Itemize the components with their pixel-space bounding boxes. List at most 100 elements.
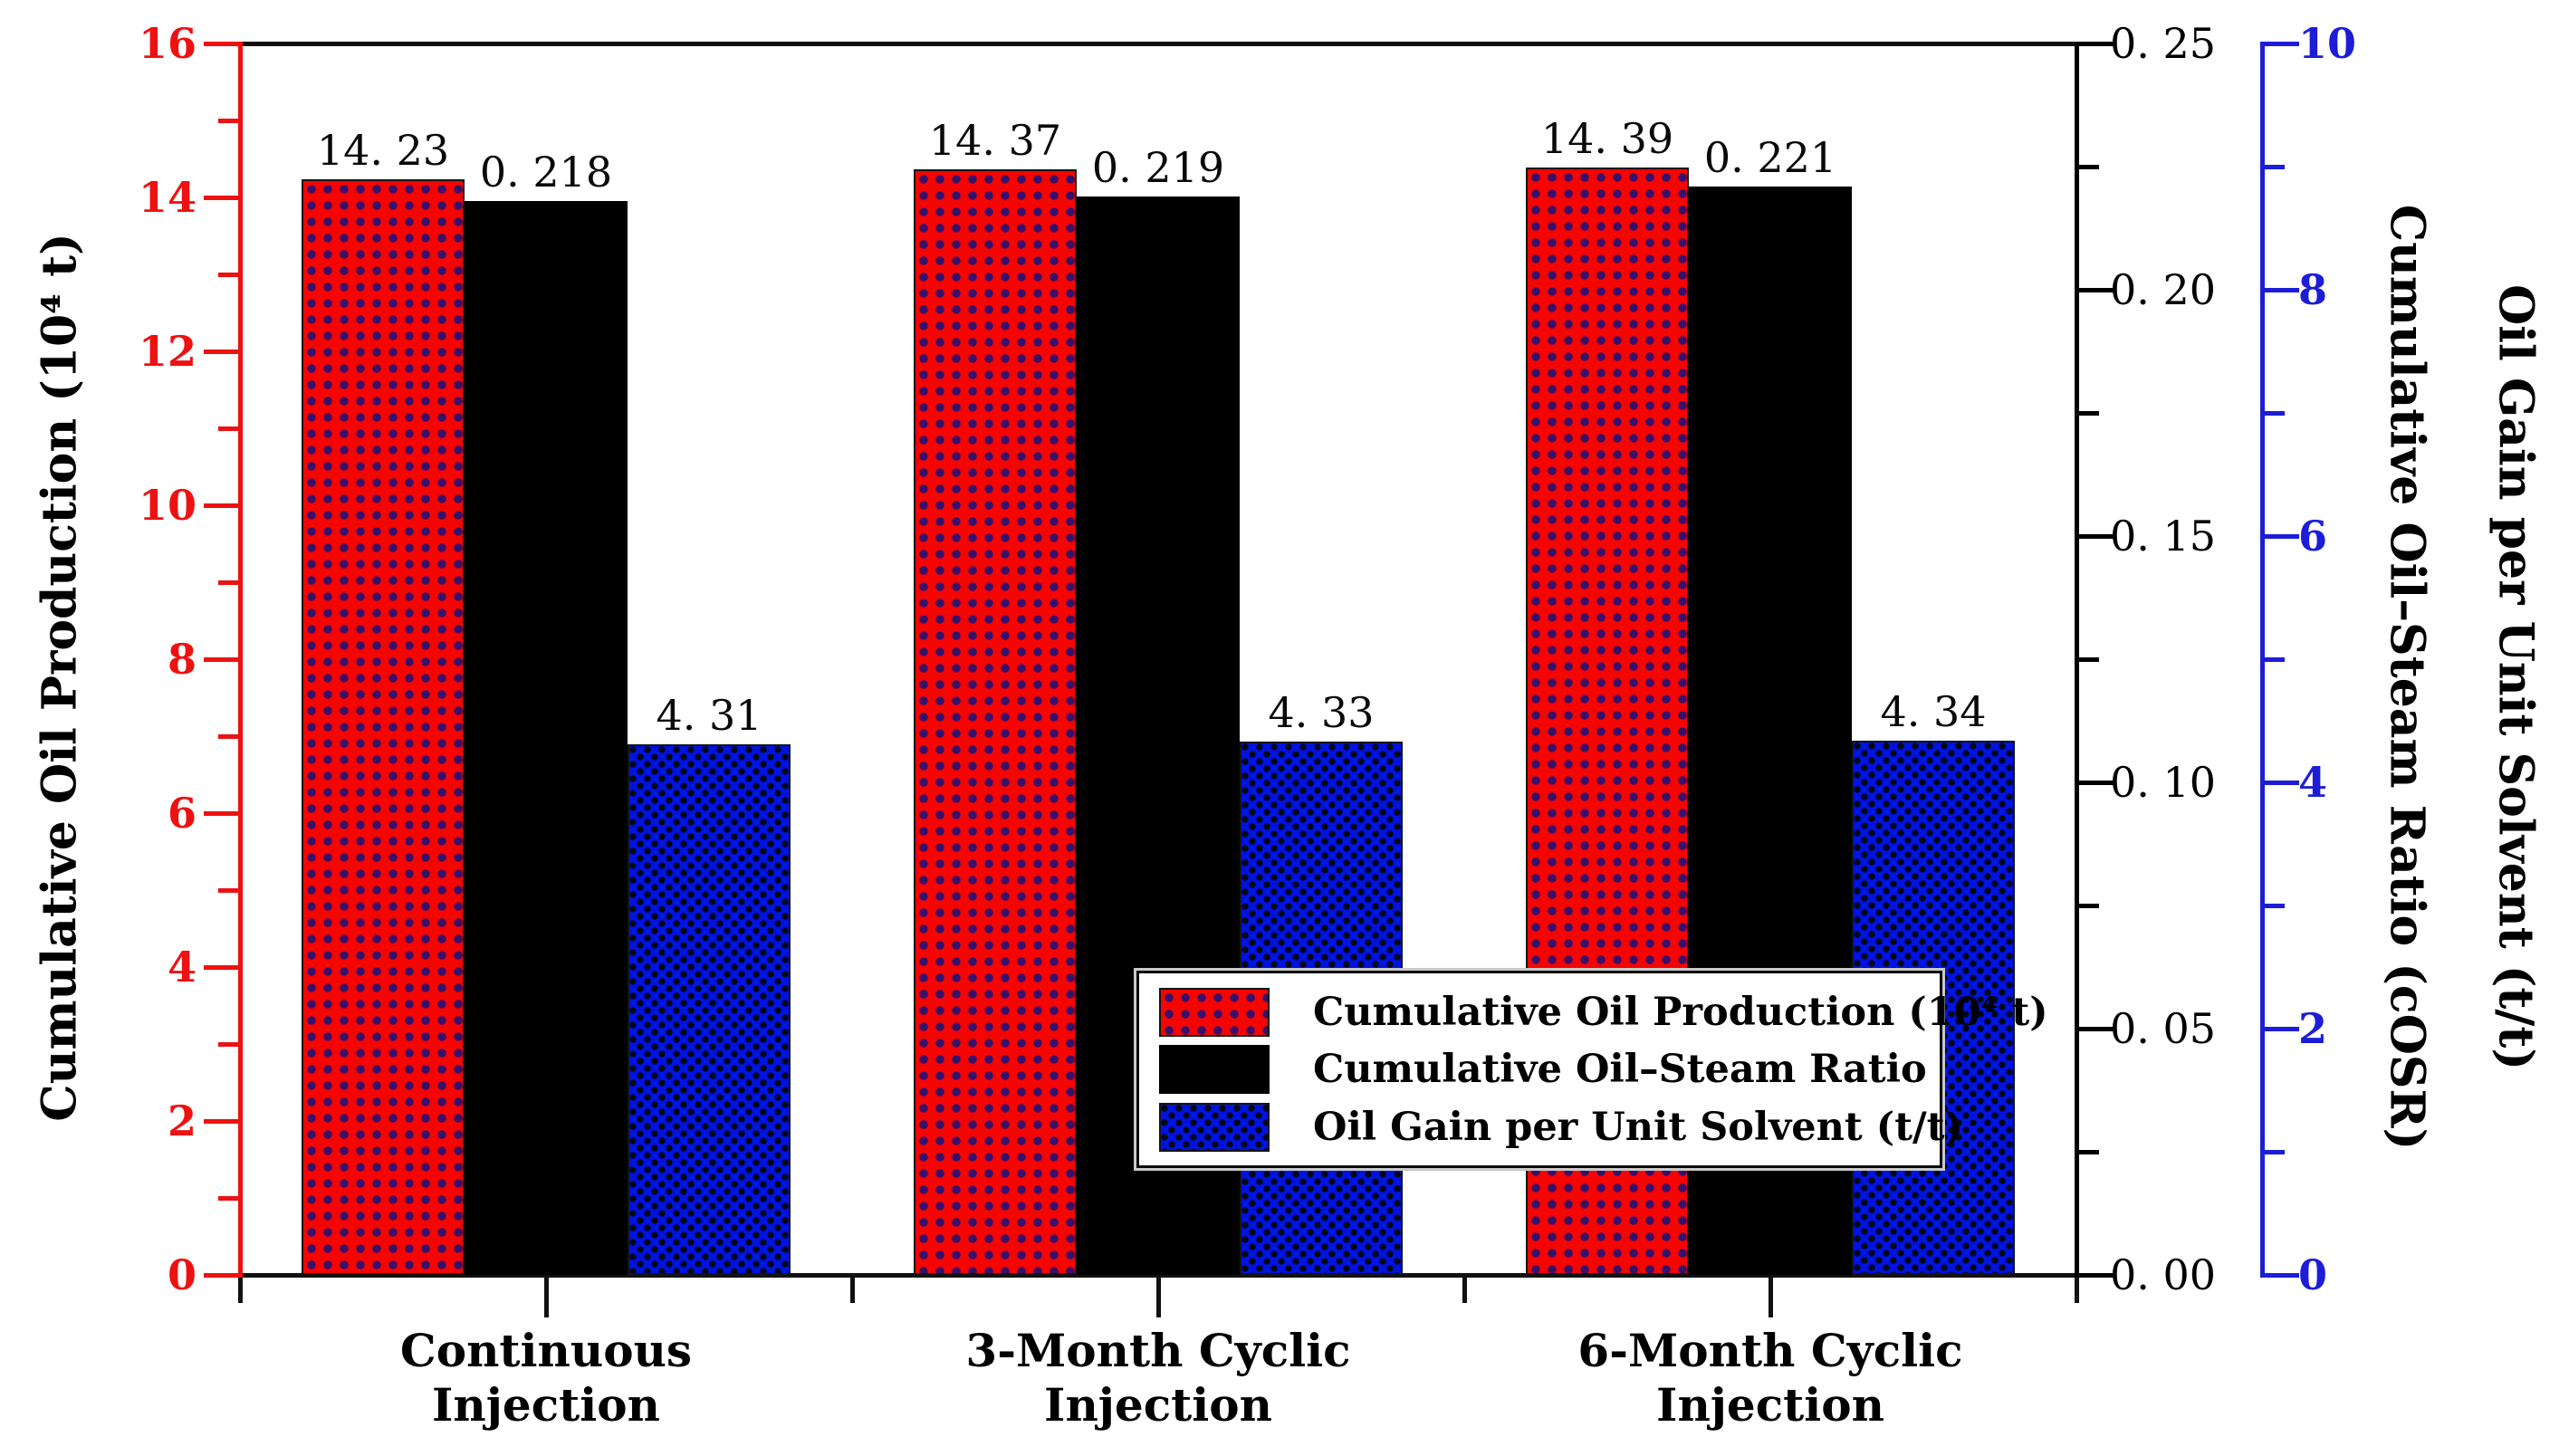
x-tick bbox=[1155, 1277, 1161, 1317]
x-tick bbox=[543, 1277, 549, 1317]
y-tick-right_outer bbox=[2264, 903, 2285, 908]
y-tick-left bbox=[217, 580, 238, 585]
y-tick-label-right_outer: 8 bbox=[2298, 265, 2328, 314]
y-tick-right_inner bbox=[2078, 903, 2099, 908]
y-tick-label-right_inner: 0. 05 bbox=[2110, 1004, 2217, 1053]
y-tick-right_inner bbox=[2078, 656, 2099, 662]
bar-solid-black-group1 bbox=[465, 201, 628, 1275]
x-category-label: 6-Month Cyclic Injection bbox=[1577, 1324, 1963, 1432]
legend-item: Cumulative Oil–Steam Ratio bbox=[1139, 1045, 1940, 1094]
legend-swatch-red-dots bbox=[1159, 987, 1270, 1037]
y-tick-label-right_outer: 6 bbox=[2298, 512, 2328, 560]
y-tick-left bbox=[203, 503, 238, 508]
y-tick-label-right_outer: 2 bbox=[2298, 1004, 2328, 1053]
y-tick-right_outer bbox=[2264, 780, 2299, 785]
y-tick-label-right_inner: 0. 00 bbox=[2110, 1250, 2217, 1299]
bar-value-label: 4. 31 bbox=[656, 690, 762, 740]
bar-value-label: 0. 221 bbox=[1703, 132, 1837, 182]
y-tick-right_inner bbox=[2078, 1272, 2114, 1278]
x-category-label: 3-Month Cyclic Injection bbox=[965, 1324, 1351, 1432]
y-tick-left bbox=[217, 426, 238, 431]
bar-value-label: 0. 219 bbox=[1091, 142, 1225, 192]
y-tick-right_inner bbox=[2078, 533, 2114, 539]
bar-value-label: 4. 33 bbox=[1268, 688, 1375, 738]
y-tick-right_inner bbox=[2078, 1149, 2099, 1154]
y-tick-left bbox=[217, 733, 238, 739]
bar-red-dots-group2 bbox=[914, 168, 1077, 1275]
left-y-axis-line bbox=[237, 41, 243, 1278]
y-tick-right_outer bbox=[2264, 656, 2285, 662]
y-tick-label-left: 10 bbox=[138, 481, 197, 530]
y-tick-left bbox=[217, 1195, 238, 1201]
y-tick-right_inner bbox=[2078, 164, 2099, 169]
y-tick-left bbox=[217, 1041, 238, 1047]
y-tick-label-left: 12 bbox=[138, 327, 197, 376]
y-tick-left bbox=[203, 1272, 238, 1278]
x-tick bbox=[1768, 1277, 1773, 1317]
y-tick-right_inner bbox=[2078, 41, 2114, 46]
right-outer-y-axis-line bbox=[2259, 41, 2265, 1278]
y-tick-right_outer bbox=[2264, 1026, 2299, 1031]
x-tick bbox=[1462, 1277, 1467, 1303]
y-tick-label-left: 6 bbox=[167, 789, 197, 838]
x-tick bbox=[849, 1277, 855, 1303]
y-tick-right_outer bbox=[2264, 1272, 2299, 1278]
y-tick-left bbox=[217, 118, 238, 123]
y-tick-right_inner bbox=[2078, 410, 2099, 416]
y-tick-left bbox=[203, 810, 238, 816]
bar-value-label: 14. 39 bbox=[1540, 113, 1674, 163]
y-tick-left bbox=[203, 964, 238, 970]
y-tick-label-left: 0 bbox=[167, 1250, 197, 1299]
legend-swatch-blue-check bbox=[1159, 1102, 1270, 1152]
y-tick-label-right_outer: 0 bbox=[2298, 1250, 2328, 1299]
x-category-label: Continuous Injection bbox=[399, 1324, 693, 1432]
y-tick-right_outer bbox=[2264, 410, 2285, 416]
legend-label: Cumulative Oil Production (10⁴ t) bbox=[1313, 989, 2048, 1035]
legend-label: Cumulative Oil–Steam Ratio bbox=[1313, 1047, 1927, 1092]
y-tick-left bbox=[203, 41, 238, 46]
y-tick-label-right_inner: 0. 20 bbox=[2110, 265, 2217, 314]
bar-blue-check-group1 bbox=[628, 743, 791, 1275]
legend: Cumulative Oil Production (10⁴ t) Cumulat… bbox=[1136, 971, 2048, 1168]
y-tick-right_outer bbox=[2264, 533, 2299, 539]
y-tick-label-left: 2 bbox=[167, 1097, 197, 1145]
y-tick-left bbox=[203, 1118, 238, 1124]
legend-swatch-solid-black bbox=[1159, 1045, 1270, 1094]
x-axis-line bbox=[237, 1272, 2079, 1278]
y-tick-label-right_outer: 4 bbox=[2298, 758, 2328, 807]
y-tick-label-left: 16 bbox=[138, 19, 197, 68]
plot-top-border bbox=[237, 41, 2079, 46]
y-tick-label-right_outer: 10 bbox=[2298, 19, 2357, 68]
y-tick-right_outer bbox=[2264, 1149, 2285, 1154]
y-tick-left bbox=[203, 349, 238, 354]
y-tick-label-right_inner: 0. 15 bbox=[2110, 512, 2217, 560]
y-tick-label-right_inner: 0. 25 bbox=[2110, 19, 2217, 68]
bar-value-label: 0. 218 bbox=[479, 148, 613, 197]
bar-red-dots-group1 bbox=[302, 179, 465, 1275]
x-tick bbox=[2074, 1277, 2079, 1303]
bar-value-label: 14. 23 bbox=[316, 126, 450, 176]
right-inner-y-axis-line bbox=[2074, 41, 2079, 1278]
legend-item: Oil Gain per Unit Solvent (t/t) bbox=[1139, 1102, 1963, 1152]
y-tick-label-left: 14 bbox=[138, 173, 197, 222]
y-tick-right_outer bbox=[2264, 41, 2299, 46]
y-tick-right_outer bbox=[2264, 164, 2285, 169]
y-tick-label-left: 8 bbox=[167, 635, 197, 684]
y-tick-left bbox=[217, 272, 238, 277]
bar-value-label: 4. 34 bbox=[1880, 686, 1987, 736]
legend-label: Oil Gain per Unit Solvent (t/t) bbox=[1313, 1104, 1963, 1150]
y-tick-right_inner bbox=[2078, 1026, 2114, 1031]
bar-value-label: 14. 37 bbox=[928, 115, 1062, 165]
y-tick-right_outer bbox=[2264, 287, 2299, 292]
y-tick-left bbox=[203, 195, 238, 200]
y-tick-label-right_inner: 0. 10 bbox=[2110, 758, 2217, 807]
legend-item: Cumulative Oil Production (10⁴ t) bbox=[1139, 987, 2048, 1037]
x-tick bbox=[237, 1277, 243, 1303]
y-tick-left bbox=[217, 887, 238, 893]
y-tick-right_inner bbox=[2078, 780, 2114, 785]
y-tick-right_inner bbox=[2078, 287, 2114, 292]
y-tick-left bbox=[203, 656, 238, 662]
right-outer-axis-title: Oil Gain per Unit Solvent (t/t) bbox=[2488, 283, 2544, 1071]
y-tick-label-left: 4 bbox=[167, 943, 197, 991]
